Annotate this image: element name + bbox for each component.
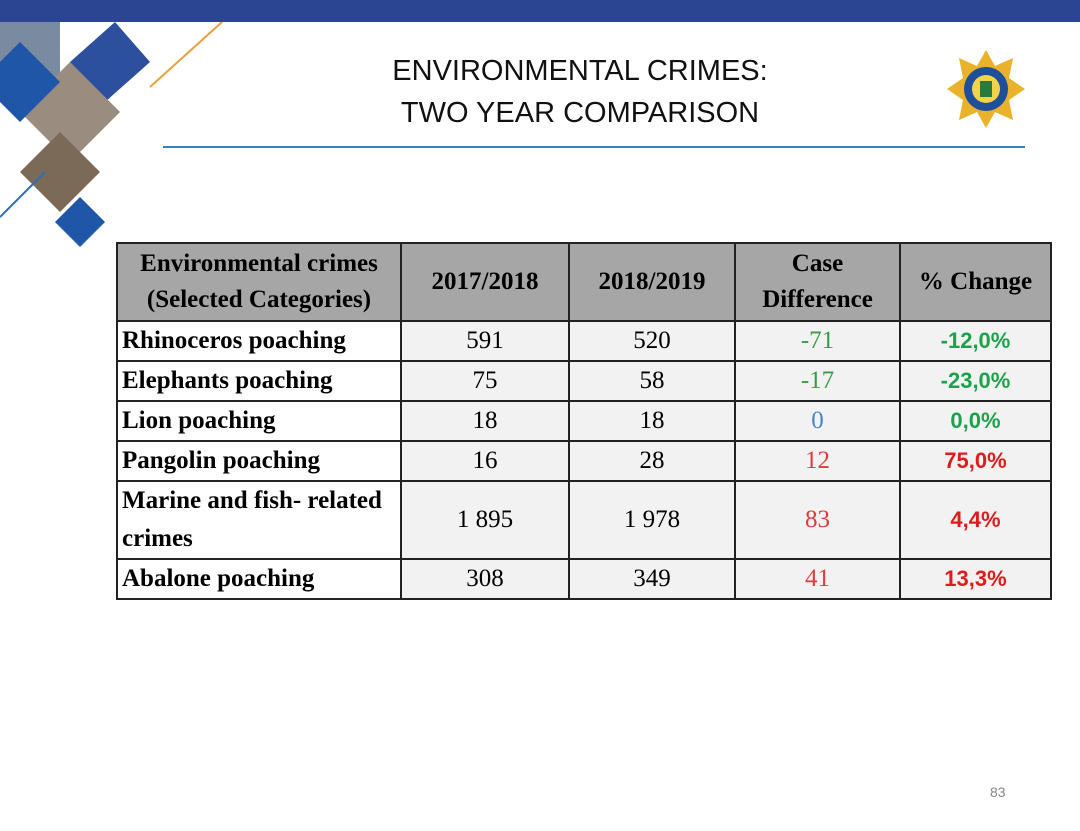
table-cell: 0 bbox=[734, 400, 901, 442]
table-cell: 13,3% bbox=[899, 558, 1052, 600]
column-header: Environmental crimes (Selected Categorie… bbox=[116, 242, 402, 322]
table-cell: 28 bbox=[568, 440, 736, 482]
table-cell: Pangolin poaching bbox=[116, 440, 402, 482]
table-cell: 1 895 bbox=[400, 480, 570, 560]
logo bbox=[947, 50, 1025, 128]
title-rule bbox=[163, 146, 1025, 148]
table-row: Marine and fish- related crimes 1 895 1 97… bbox=[116, 480, 1052, 560]
table-cell: 16 bbox=[400, 440, 570, 482]
table-cell: Elephants poaching bbox=[116, 360, 402, 402]
table-cell: -23,0% bbox=[899, 360, 1052, 402]
column-header: % Change bbox=[899, 242, 1052, 322]
corner-photos bbox=[0, 22, 223, 247]
column-header: 2017/2018 bbox=[400, 242, 570, 322]
table-cell: 41 bbox=[734, 558, 901, 600]
column-header: Case Difference bbox=[734, 242, 901, 322]
table-cell: 0,0% bbox=[899, 400, 1052, 442]
page-number: 83 bbox=[990, 784, 1006, 800]
table-cell: -71 bbox=[734, 320, 901, 362]
crimes-table: Environmental crimes (Selected Categorie… bbox=[116, 242, 1052, 600]
title-line: TWO YEAR COMPARISON bbox=[400, 97, 760, 129]
table-cell: 591 bbox=[400, 320, 570, 362]
top-bar bbox=[0, 0, 1080, 22]
table-cell: 12 bbox=[734, 440, 901, 482]
table-cell: Marine and fish- related crimes bbox=[116, 480, 402, 560]
table-cell: 58 bbox=[568, 360, 736, 402]
table-cell: Rhinoceros poaching bbox=[116, 320, 402, 362]
table-cell: 18 bbox=[400, 400, 570, 442]
table-cell: 83 bbox=[734, 480, 901, 560]
column-header: 2018/2019 bbox=[568, 242, 736, 322]
table-cell: 520 bbox=[568, 320, 736, 362]
table-cell: Lion poaching bbox=[116, 400, 402, 442]
table-row: Pangolin poaching 16 28 12 75,0% bbox=[116, 440, 1052, 482]
table-body: Rhinoceros poaching 591 520 -71 -12,0% Elepha… bbox=[116, 320, 1052, 600]
table-cell: 4,4% bbox=[899, 480, 1052, 560]
table-cell: -12,0% bbox=[899, 320, 1052, 362]
table-cell: 1 978 bbox=[568, 480, 736, 560]
table-cell: -17 bbox=[734, 360, 901, 402]
table-row: Abalone poaching 308 349 41 13,3% bbox=[116, 558, 1052, 600]
header-row: Environmental crimes (Selected Categorie… bbox=[116, 242, 1052, 322]
table-cell: 349 bbox=[568, 558, 736, 600]
table-row: Lion poaching 18 18 0 0,0% bbox=[116, 400, 1052, 442]
table-cell: 75 bbox=[400, 360, 570, 402]
table-cell: 308 bbox=[400, 558, 570, 600]
table-row: Rhinoceros poaching 591 520 -71 -12,0% bbox=[116, 320, 1052, 362]
table-cell: 18 bbox=[568, 400, 736, 442]
table-cell: Abalone poaching bbox=[116, 558, 402, 600]
table-cell: 75,0% bbox=[899, 440, 1052, 482]
table-row: Elephants poaching 75 58 -17 -23,0% bbox=[116, 360, 1052, 402]
title: ENVIRONMENTAL CRIMES: TWO YEAR COMPARISO… bbox=[280, 50, 880, 134]
title-line: ENVIRONMENTAL CRIMES: bbox=[392, 55, 768, 87]
